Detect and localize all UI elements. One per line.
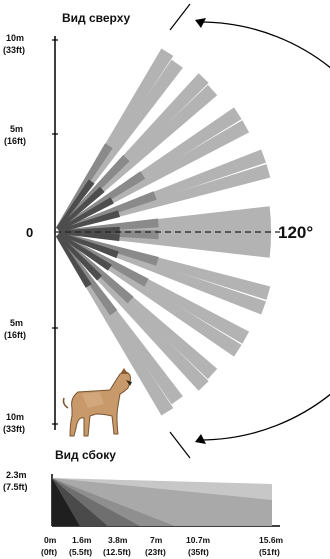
distance-label-ft: (16ft)	[4, 136, 26, 146]
side-beam-3	[52, 478, 175, 526]
side-distance-ft: (23ft)	[145, 547, 166, 557]
beam-segment	[55, 234, 92, 288]
side-distance-m: 3.8m	[108, 535, 128, 545]
beam-segment	[58, 230, 120, 242]
side-view-title: Вид сбоку	[55, 448, 116, 462]
distance-label-m: 10m	[6, 33, 24, 43]
distance-label-m: 5m	[10, 124, 23, 134]
beam-segment	[57, 186, 105, 231]
beam-segment	[56, 233, 103, 281]
side-distance-m: 0m	[44, 535, 57, 545]
origin-label: 0	[26, 225, 33, 240]
side-beam-2	[52, 478, 140, 526]
beam-segment	[56, 179, 95, 230]
side-distance-m: 1.6m	[72, 535, 92, 545]
side-beams	[52, 478, 272, 526]
distance-label-ft: (16ft)	[4, 330, 26, 340]
angle-arc	[199, 21, 330, 441]
beam-segment	[57, 197, 114, 232]
side-beam-4	[52, 478, 272, 526]
dog-illustration	[62, 368, 132, 437]
side-distance-m: 10.7m	[186, 535, 211, 545]
beam-segment	[58, 210, 120, 233]
distance-label-m: 5m	[10, 318, 23, 328]
side-distance-ft: (0ft)	[41, 547, 57, 557]
angle-label: 120°	[278, 223, 313, 242]
arc-arrow-top-icon	[195, 18, 206, 28]
height-label-m: 2.3m	[6, 470, 27, 480]
side-distance-ft: (5.5ft)	[69, 547, 92, 557]
angle-edge-bottom	[169, 431, 191, 459]
distance-label-ft: (33ft)	[3, 45, 25, 55]
side-distance-ft: (51ft)	[259, 547, 280, 557]
detection-beams	[55, 48, 272, 416]
side-distance-ft: (35ft)	[188, 547, 209, 557]
beam-segment	[58, 232, 119, 259]
beam-segment	[57, 232, 112, 271]
side-distance-m: 7m	[150, 535, 163, 545]
side-distance-m: 15.6m	[259, 535, 284, 545]
angle-edge-top	[169, 3, 191, 31]
distance-label-ft: (33ft)	[3, 424, 25, 434]
arc-arrow-bottom-icon	[195, 434, 206, 444]
side-distance-ft: (12.5ft)	[103, 547, 131, 557]
top-view-title: Вид сверху	[62, 11, 131, 25]
height-label-ft: (7.5ft)	[3, 482, 28, 492]
side-beam-0	[52, 478, 80, 526]
side-beam-1	[52, 478, 108, 526]
distance-label-m: 10m	[6, 412, 24, 422]
